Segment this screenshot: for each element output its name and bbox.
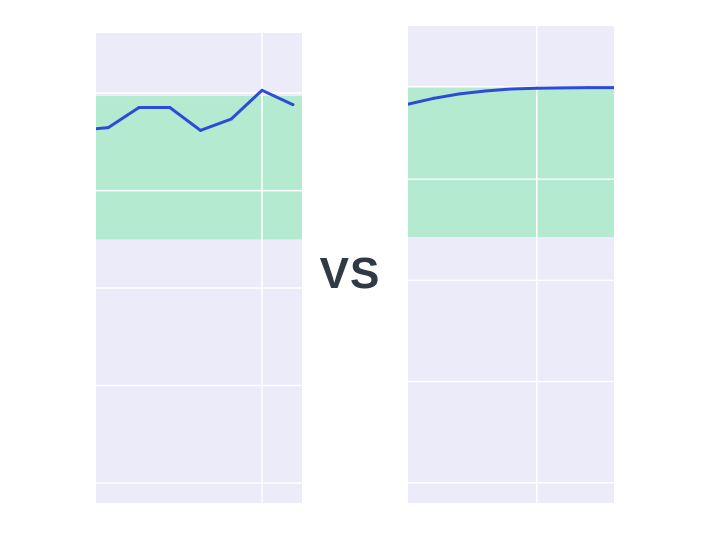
right-data-point [483, 89, 487, 93]
left-data-point [137, 106, 141, 110]
left-data-point [199, 128, 203, 132]
left-data-point [260, 88, 264, 92]
right-data-point [509, 87, 513, 91]
right-shaded-band [408, 86, 614, 238]
right-data-point [408, 102, 410, 106]
left-data-point [291, 103, 295, 107]
left-line-chart [96, 33, 302, 503]
left-data-point [168, 106, 172, 110]
left-shaded-band [96, 96, 302, 240]
right-line-chart [408, 26, 614, 503]
right-data-point [561, 86, 564, 90]
right-data-point [612, 86, 614, 90]
left-chart-panel [96, 33, 302, 503]
vs-label: VS [319, 249, 381, 298]
right-data-point [432, 96, 436, 100]
right-data-point [535, 86, 539, 90]
left-series-line [96, 88, 295, 132]
right-data-point [458, 92, 461, 96]
right-data-point [586, 86, 590, 90]
right-chart-panel [408, 26, 614, 503]
left-data-point [106, 126, 110, 130]
left-data-point [229, 117, 233, 121]
